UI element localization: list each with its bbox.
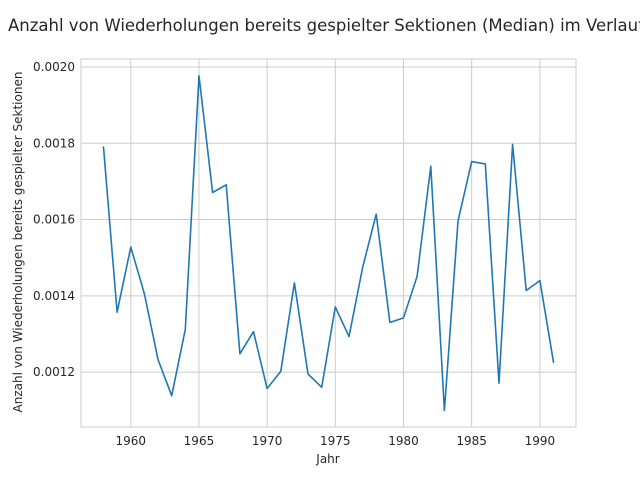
x-tick-label: 1960: [115, 434, 146, 448]
x-tick-label: 1980: [388, 434, 419, 448]
y-tick-label: 0.0016: [33, 213, 75, 227]
y-tick-label: 0.0014: [33, 289, 75, 303]
x-tick-label: 1975: [320, 434, 351, 448]
y-tick-label: 0.0020: [33, 60, 75, 74]
series-line: [102, 75, 555, 412]
x-gridlines: [130, 59, 541, 427]
chart-title: Anzahl von Wiederholungen bereits gespie…: [8, 16, 640, 35]
x-tick-label: 1970: [252, 434, 283, 448]
x-tick-labels: 1960 1965 1970 1975 1980 1985 1990: [115, 434, 555, 448]
x-tick-label: 1985: [456, 434, 487, 448]
y-axis-label: Anzahl von Wiederholungen bereits gespie…: [11, 72, 25, 413]
y-tick-label: 0.0018: [33, 136, 75, 150]
x-tick-label: 1965: [184, 434, 215, 448]
plot-area-frame: [80, 58, 577, 428]
y-tick-label: 0.0012: [33, 365, 75, 379]
x-tick-label: 1990: [525, 434, 556, 448]
y-tick-labels: 0.0012 0.0014 0.0016 0.0018 0.0020: [33, 60, 75, 379]
x-axis-label: Jahr: [315, 452, 339, 466]
